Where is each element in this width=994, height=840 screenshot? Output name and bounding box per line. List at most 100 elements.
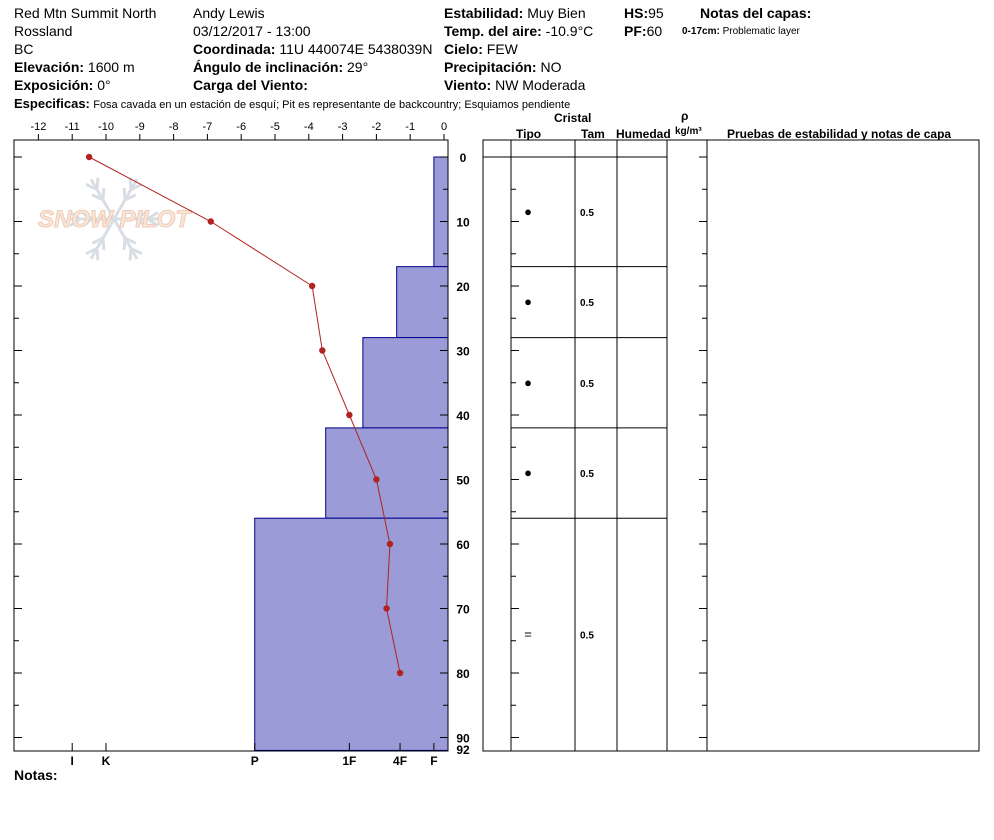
pf-label: PF: [624, 23, 647, 39]
area: Rossland [14, 23, 73, 39]
hardness-label: 1F [342, 754, 356, 768]
temp-tick-label: -4 [304, 121, 314, 133]
temp-tick-label: -6 [236, 121, 246, 133]
hardness-layer [396, 266, 449, 339]
temperature-point [346, 411, 353, 419]
layer-note: 0-17cm: Problematic layer [682, 24, 800, 40]
snowflake-branch [128, 177, 133, 190]
depth-tick-label: 0 [460, 151, 467, 165]
moisture-header: Humedad [616, 127, 671, 141]
temp-tick-label: -2 [372, 121, 382, 133]
snowflake-branch [135, 210, 147, 221]
air-temp-label: Temp. del aire: [444, 23, 542, 39]
snowflake-branch [101, 237, 106, 251]
snowflake-branch [122, 187, 127, 201]
precipitation: Precipitación: NO [444, 59, 561, 75]
hardness-layer [433, 156, 449, 268]
sky: Cielo: FEW [444, 41, 518, 57]
pf: PF:60 [624, 23, 662, 39]
elevation-label: Elevación: [14, 59, 85, 75]
hs: HS:95 [624, 5, 664, 21]
observer: Andy Lewis [193, 5, 265, 21]
precip-label: Precipitación: [444, 59, 537, 75]
specifics-label: Especificas: [14, 96, 90, 111]
temp-tick-label: -1 [405, 121, 415, 133]
grain-type-symbol: ● [524, 375, 532, 390]
snowflake-branch [81, 210, 93, 221]
grain-size-value: 0.5 [580, 208, 594, 219]
slope-label: Ángulo de inclinación: [193, 59, 344, 75]
depth-tick-label: 70 [456, 603, 470, 617]
air-temp: Temp. del aire: -10.9°C [444, 23, 593, 39]
snowflake-branch [85, 183, 98, 191]
hardness-label: I [71, 754, 74, 768]
elevation: Elevación: 1600 m [14, 59, 135, 75]
snowflake-branch [147, 210, 159, 221]
depth-tick-label: 60 [456, 538, 470, 552]
grain-size-value: 0.5 [580, 630, 594, 641]
depth-tick-label: 20 [456, 280, 470, 294]
temp-tick-label: -9 [135, 121, 145, 133]
coordinate-value: 11U 440074E 5438039N [279, 41, 433, 57]
coordinate-label: Coordinada: [193, 41, 276, 57]
temperature-profile [85, 153, 404, 677]
stability: Estabilidad: Muy Bien [444, 5, 586, 21]
snowflake-branch [69, 217, 81, 228]
crystal-header: Cristal [554, 111, 592, 125]
table-frame [482, 139, 980, 752]
stability-value: Muy Bien [527, 5, 586, 21]
pf-value: 60 [646, 23, 663, 39]
depth-tick-label: 80 [456, 667, 470, 681]
temp-tick-label: -7 [203, 121, 213, 133]
temp-tick-label: -10 [98, 121, 114, 133]
stability-label: Estabilidad: [444, 5, 524, 21]
snowflake-branch [124, 236, 137, 245]
depth-tick-label: 10 [456, 216, 470, 230]
hs-label: HS: [624, 5, 649, 21]
temperature-point [396, 669, 404, 677]
aspect: Exposición: 0° [14, 77, 111, 93]
layer-note-text: Problematic layer [722, 26, 800, 37]
layer-notes-label: Notas del capas: [700, 5, 812, 21]
grain-size-value: 0.5 [580, 469, 594, 480]
grain-type-symbol: ● [524, 465, 532, 480]
sky-label: Cielo: [444, 41, 483, 57]
layer-table: ● 0.5 ● 0.5 ● 0.5 ● 0.5 = 0.5 [483, 140, 708, 751]
temperature-point [207, 218, 214, 225]
depth-tick-label: 30 [456, 345, 470, 359]
hardness-profile [254, 156, 449, 751]
profile-frame [13, 139, 449, 752]
location: Red Mtn Summit North [14, 5, 157, 21]
hardness-label: 4F [393, 754, 407, 768]
region: BC [14, 41, 34, 57]
specifics: Especificas: Fosa cavada en un estación … [14, 96, 570, 113]
depth-tick-label: 40 [456, 409, 470, 423]
hardness-layer [254, 517, 449, 751]
temperature-point [319, 347, 326, 354]
precip-value: NO [540, 59, 562, 75]
grain-type-symbol: ● [524, 204, 532, 219]
snowflake-branch [128, 248, 133, 261]
temp-tick-label: -3 [338, 121, 348, 133]
wind-loading-label: Carga del Viento: [193, 77, 308, 93]
snowflake-branch [101, 187, 106, 201]
type-header: Tipo [516, 127, 542, 141]
datetime: 03/12/2017 - 13:00 [193, 23, 311, 39]
snowflake-branch [122, 237, 127, 251]
depth-tick-label: 50 [456, 474, 470, 488]
grain-size-value: 0.5 [580, 298, 594, 309]
chart-frames [13, 139, 980, 752]
density-unit-header: kg/m³ [675, 126, 702, 137]
wind-value: NW Moderada [495, 77, 586, 93]
grain-type-symbol: = [524, 626, 532, 641]
watermark-text: SNOW PILOT [38, 206, 192, 233]
layer-note-range: 0-17cm: [682, 26, 720, 37]
specifics-text: Fosa cavada en un estación de esquí; Pit… [93, 99, 571, 111]
wind-label: Viento: [444, 77, 492, 93]
size-header: Tam [581, 127, 605, 141]
snowflake-branch [81, 217, 93, 228]
aspect-label: Exposición: [14, 77, 94, 93]
snowflake-branch [85, 247, 98, 255]
depth-bottom-label: 92 [456, 743, 470, 757]
snowflake-icon [68, 177, 160, 261]
